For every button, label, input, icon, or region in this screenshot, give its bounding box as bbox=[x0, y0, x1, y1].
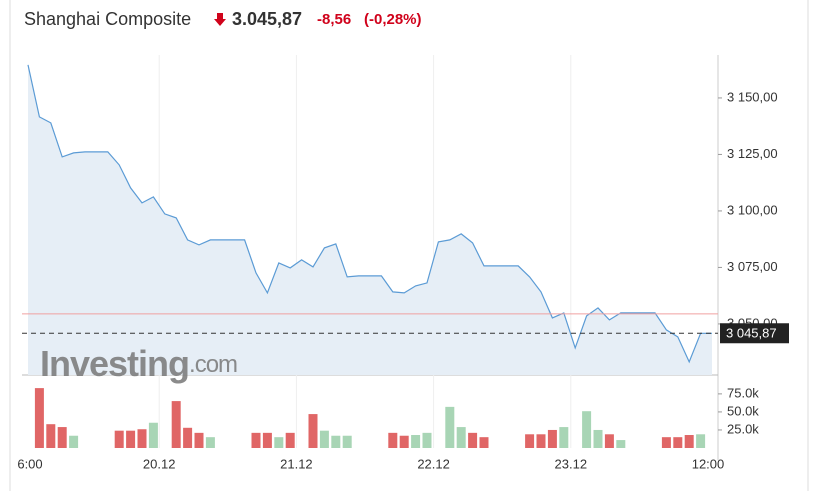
volume-bar bbox=[205, 437, 215, 448]
down-arrow bbox=[214, 13, 226, 26]
x-tick-label: 12:00 bbox=[692, 456, 725, 471]
volume-bar bbox=[57, 427, 67, 448]
volume-bar bbox=[331, 435, 341, 448]
volume-bar bbox=[696, 434, 706, 448]
volume-bar bbox=[148, 422, 158, 448]
volume-bar bbox=[525, 434, 535, 448]
volume-bar bbox=[342, 435, 352, 448]
volume-bar bbox=[445, 406, 455, 448]
volume-tick-label: 50.0k bbox=[727, 403, 759, 418]
x-tick-label: 22.12 bbox=[417, 456, 450, 471]
volume-bar bbox=[559, 427, 569, 448]
volume-bar bbox=[137, 429, 147, 448]
volume-bar bbox=[661, 437, 671, 448]
volume-bar bbox=[262, 432, 272, 448]
volume-bar bbox=[285, 432, 295, 448]
y-tick-label: 3 075,00 bbox=[727, 259, 778, 274]
volume-tick-label: 25.0k bbox=[727, 421, 759, 436]
volume-bar bbox=[183, 427, 193, 448]
volume-bar bbox=[388, 432, 398, 448]
last-price-box bbox=[720, 323, 789, 344]
volume-bar bbox=[46, 424, 56, 448]
last-price-label: 3 045,87 bbox=[726, 326, 777, 341]
line bbox=[27, 64, 712, 364]
volume-bar bbox=[411, 435, 421, 448]
x-tick-label: 23.12 bbox=[555, 456, 588, 471]
watermark-suffix: .com bbox=[189, 351, 237, 378]
volume-tick-label: 75.0k bbox=[727, 385, 759, 400]
volume-bar bbox=[468, 432, 478, 448]
volume-bar bbox=[547, 429, 557, 448]
price: 3.045,87 bbox=[232, 9, 302, 29]
watermark-main: Investing bbox=[40, 343, 189, 384]
volume-bar bbox=[319, 430, 329, 448]
volume-bar bbox=[308, 414, 318, 448]
volume-bar bbox=[673, 437, 683, 448]
volume-bar bbox=[616, 440, 626, 448]
volume-bar bbox=[582, 411, 592, 448]
change-percent: (-0,28%) bbox=[364, 11, 422, 28]
volume-bar bbox=[604, 434, 614, 448]
volume-bar bbox=[536, 434, 546, 448]
volume-bar bbox=[399, 435, 409, 448]
volume-bar bbox=[456, 427, 466, 448]
watermark: Investing.com bbox=[40, 343, 237, 384]
volume-bar bbox=[684, 435, 694, 448]
volume-bar bbox=[114, 430, 124, 448]
x-tick-label: 20.12 bbox=[143, 456, 176, 471]
volume-bar bbox=[593, 429, 603, 448]
volume-bar bbox=[126, 430, 136, 448]
x-tick-label: 6:00 bbox=[17, 456, 42, 471]
volume-bar bbox=[274, 437, 284, 448]
volume-bar bbox=[194, 432, 204, 448]
y-tick-label: 3 125,00 bbox=[727, 146, 778, 161]
volume-bar bbox=[479, 437, 489, 448]
chart-title: Shanghai Composite bbox=[24, 9, 191, 29]
volume-bar bbox=[422, 432, 432, 448]
volume-bar bbox=[171, 401, 181, 448]
change: -8,56 bbox=[317, 11, 351, 28]
volume-bar bbox=[251, 432, 261, 448]
y-tick-label: 3 150,00 bbox=[727, 89, 778, 104]
volume-bar bbox=[69, 435, 79, 448]
y-tick-label: 3 100,00 bbox=[727, 202, 778, 217]
x-tick-label: 21.12 bbox=[280, 456, 313, 471]
volume-bar bbox=[34, 388, 44, 448]
area bbox=[28, 64, 712, 376]
